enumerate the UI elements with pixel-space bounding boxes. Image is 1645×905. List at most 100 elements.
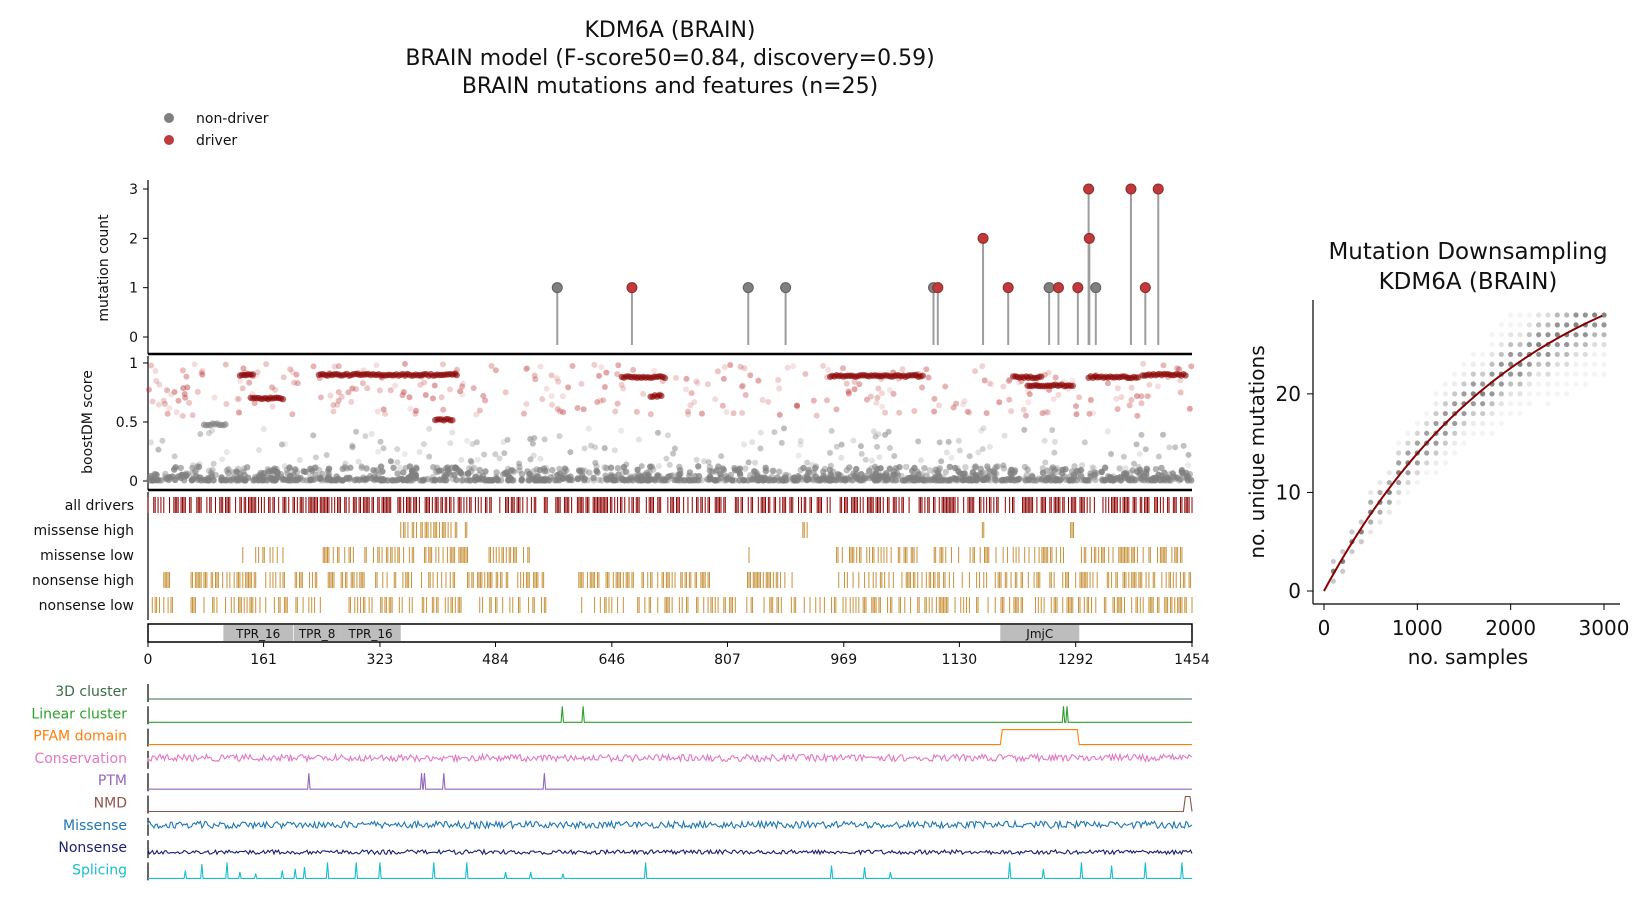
boostdm-point xyxy=(601,445,608,452)
downsampling-point xyxy=(1526,332,1532,338)
lollipop-head xyxy=(1072,282,1084,294)
boostdm-point xyxy=(387,458,394,465)
boostdm-point xyxy=(197,475,205,482)
domain-label: TPR_8 xyxy=(298,627,336,641)
boostdm-point xyxy=(377,438,384,445)
boostdm-point xyxy=(741,365,748,372)
boostdm-point xyxy=(1086,410,1093,417)
boostdm-point xyxy=(335,363,342,370)
boostdm-point xyxy=(647,411,654,418)
downsampling-point xyxy=(1536,351,1542,358)
boostdm-point xyxy=(701,458,708,465)
boostdm-points xyxy=(145,360,1195,484)
boostdm-point xyxy=(993,463,1000,470)
downsampling-point xyxy=(1461,410,1467,417)
boostdm-point xyxy=(810,477,817,484)
boostdm-point xyxy=(278,441,285,448)
lollipop-head xyxy=(1152,183,1164,195)
boostdm-point xyxy=(1025,477,1033,484)
boostdm-point xyxy=(1133,441,1140,448)
boostdm-point xyxy=(377,476,384,484)
downsampling-point xyxy=(1461,371,1467,377)
downsampling-point xyxy=(1470,371,1476,377)
boostdm-point xyxy=(235,474,242,482)
boostdm-point xyxy=(1079,462,1086,469)
boostdm-point xyxy=(518,470,526,478)
boostdm-point xyxy=(342,460,349,467)
boostdm-point xyxy=(714,476,722,483)
downsampling-xtick-label: 1000 xyxy=(1392,616,1443,640)
boostdm-point xyxy=(755,477,762,484)
downsampling-point xyxy=(1582,371,1588,377)
downsampling-point xyxy=(1536,381,1542,387)
boostdm-point xyxy=(209,427,216,434)
boostdm-point xyxy=(890,390,897,397)
boostdm-point xyxy=(189,412,196,419)
feature-row-label: PTM xyxy=(98,773,127,789)
mutation-count-ytick-label: 1 xyxy=(129,281,138,297)
position-xtick-label: 807 xyxy=(714,652,741,668)
feature-row-line xyxy=(147,848,1193,856)
boostdm-point xyxy=(1022,412,1029,419)
downsampling-ticks: 0 1000 2000 3000 0 10 20 xyxy=(1276,382,1630,640)
boostdm-point xyxy=(488,363,495,370)
boostdm-point xyxy=(505,472,512,480)
domain-label: TPR_16 xyxy=(235,627,280,641)
boostdm-point xyxy=(359,380,366,387)
boostdm-point xyxy=(1099,477,1106,484)
boostdm-point xyxy=(615,362,622,369)
downsampling-point xyxy=(1554,322,1560,328)
boostdm-point xyxy=(317,394,324,401)
boostdm-point xyxy=(272,386,279,393)
downsampling-point xyxy=(1461,361,1467,367)
boostdm-point xyxy=(695,463,702,470)
boostdm-point xyxy=(1073,411,1080,418)
downsampling-point xyxy=(1536,341,1542,348)
domain-rects: TPR_16 TPR_8 TPR_16 JmjC xyxy=(223,625,1080,641)
boostdm-point xyxy=(804,459,811,466)
boostdm-point xyxy=(257,477,265,484)
downsampling-point xyxy=(1573,351,1579,358)
downsampling-point xyxy=(1601,312,1607,318)
boostdm-point xyxy=(911,464,918,472)
boostdm-point xyxy=(943,477,950,484)
boostdm-point xyxy=(882,409,889,416)
boostdm-point xyxy=(972,464,979,471)
downsampling-xtick-label: 2000 xyxy=(1485,616,1536,640)
boostdm-point xyxy=(294,380,301,387)
downsampling-ytick-label: 0 xyxy=(1288,579,1301,603)
boostdm-point xyxy=(938,458,945,465)
feature-row-label: Missense xyxy=(63,818,127,834)
boostdm-point xyxy=(556,465,563,472)
boostdm-point xyxy=(896,409,903,416)
boostdm-point xyxy=(246,379,253,386)
boostdm-point xyxy=(915,476,923,484)
boostdm-point xyxy=(651,367,658,374)
boostdm-point xyxy=(955,437,962,444)
boostdm-point xyxy=(580,406,587,413)
boostdm-point xyxy=(1025,399,1032,406)
boostdm-point xyxy=(323,452,330,459)
boostdm-point xyxy=(296,457,303,464)
downsampling-point xyxy=(1470,361,1476,367)
downsampling-point xyxy=(1414,460,1420,466)
boostdm-point xyxy=(1120,473,1128,481)
boostdm-point xyxy=(886,444,893,451)
downsampling-point xyxy=(1508,410,1514,417)
boostdm-point xyxy=(560,409,567,416)
boostdm-point xyxy=(863,472,870,480)
boostdm-point xyxy=(588,442,595,449)
boostdm-point xyxy=(1026,391,1033,398)
boostdm-point xyxy=(757,429,764,436)
boostdm-point xyxy=(740,441,747,448)
boostdm-point xyxy=(763,467,770,474)
boostdm-point xyxy=(611,477,618,484)
boostdm-point xyxy=(287,366,294,373)
boostdm-point xyxy=(205,467,213,474)
boostdm-point xyxy=(396,464,403,471)
boostdm-point xyxy=(1173,474,1181,481)
downsampling-point xyxy=(1564,391,1570,397)
boostdm-point xyxy=(698,410,705,417)
boostdm-point xyxy=(586,469,593,476)
boostdm-point xyxy=(1138,393,1145,400)
